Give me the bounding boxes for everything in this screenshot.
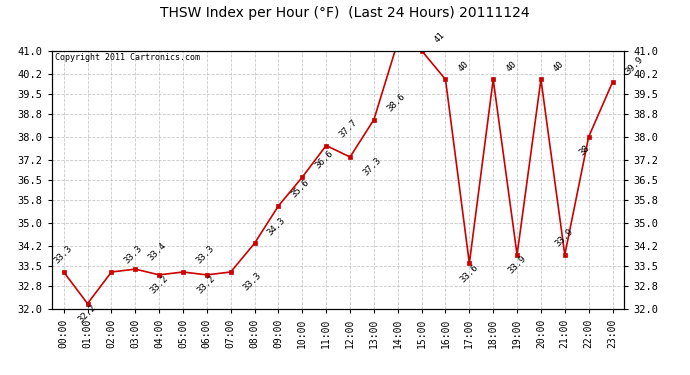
Text: 32.2: 32.2	[77, 303, 98, 324]
Text: 33.6: 33.6	[458, 262, 480, 284]
Text: 36.6: 36.6	[313, 149, 335, 171]
Text: 38: 38	[578, 144, 591, 158]
Text: 33.3: 33.3	[241, 271, 264, 293]
Text: 38.6: 38.6	[385, 92, 406, 113]
Text: 33.9: 33.9	[506, 254, 528, 276]
Text: 41.3: 41.3	[0, 374, 1, 375]
Text: 33.3: 33.3	[123, 244, 144, 266]
Text: 33.9: 33.9	[553, 227, 575, 249]
Text: 33.3: 33.3	[194, 244, 216, 266]
Text: 33.2: 33.2	[196, 274, 217, 296]
Text: 40: 40	[457, 59, 471, 73]
Text: 35.6: 35.6	[290, 178, 311, 200]
Text: 40: 40	[552, 59, 566, 73]
Text: 34.3: 34.3	[266, 215, 287, 237]
Text: 33.2: 33.2	[148, 274, 170, 296]
Text: 37.7: 37.7	[337, 118, 359, 139]
Text: 33.3: 33.3	[52, 244, 74, 266]
Text: 37.3: 37.3	[361, 156, 383, 178]
Text: Copyright 2011 Cartronics.com: Copyright 2011 Cartronics.com	[55, 53, 199, 62]
Text: THSW Index per Hour (°F)  (Last 24 Hours) 20111124: THSW Index per Hour (°F) (Last 24 Hours)…	[160, 6, 530, 20]
Text: 41: 41	[433, 30, 446, 44]
Text: 33.4: 33.4	[146, 241, 168, 263]
Text: 39.9: 39.9	[624, 54, 645, 76]
Text: 40: 40	[504, 59, 518, 73]
